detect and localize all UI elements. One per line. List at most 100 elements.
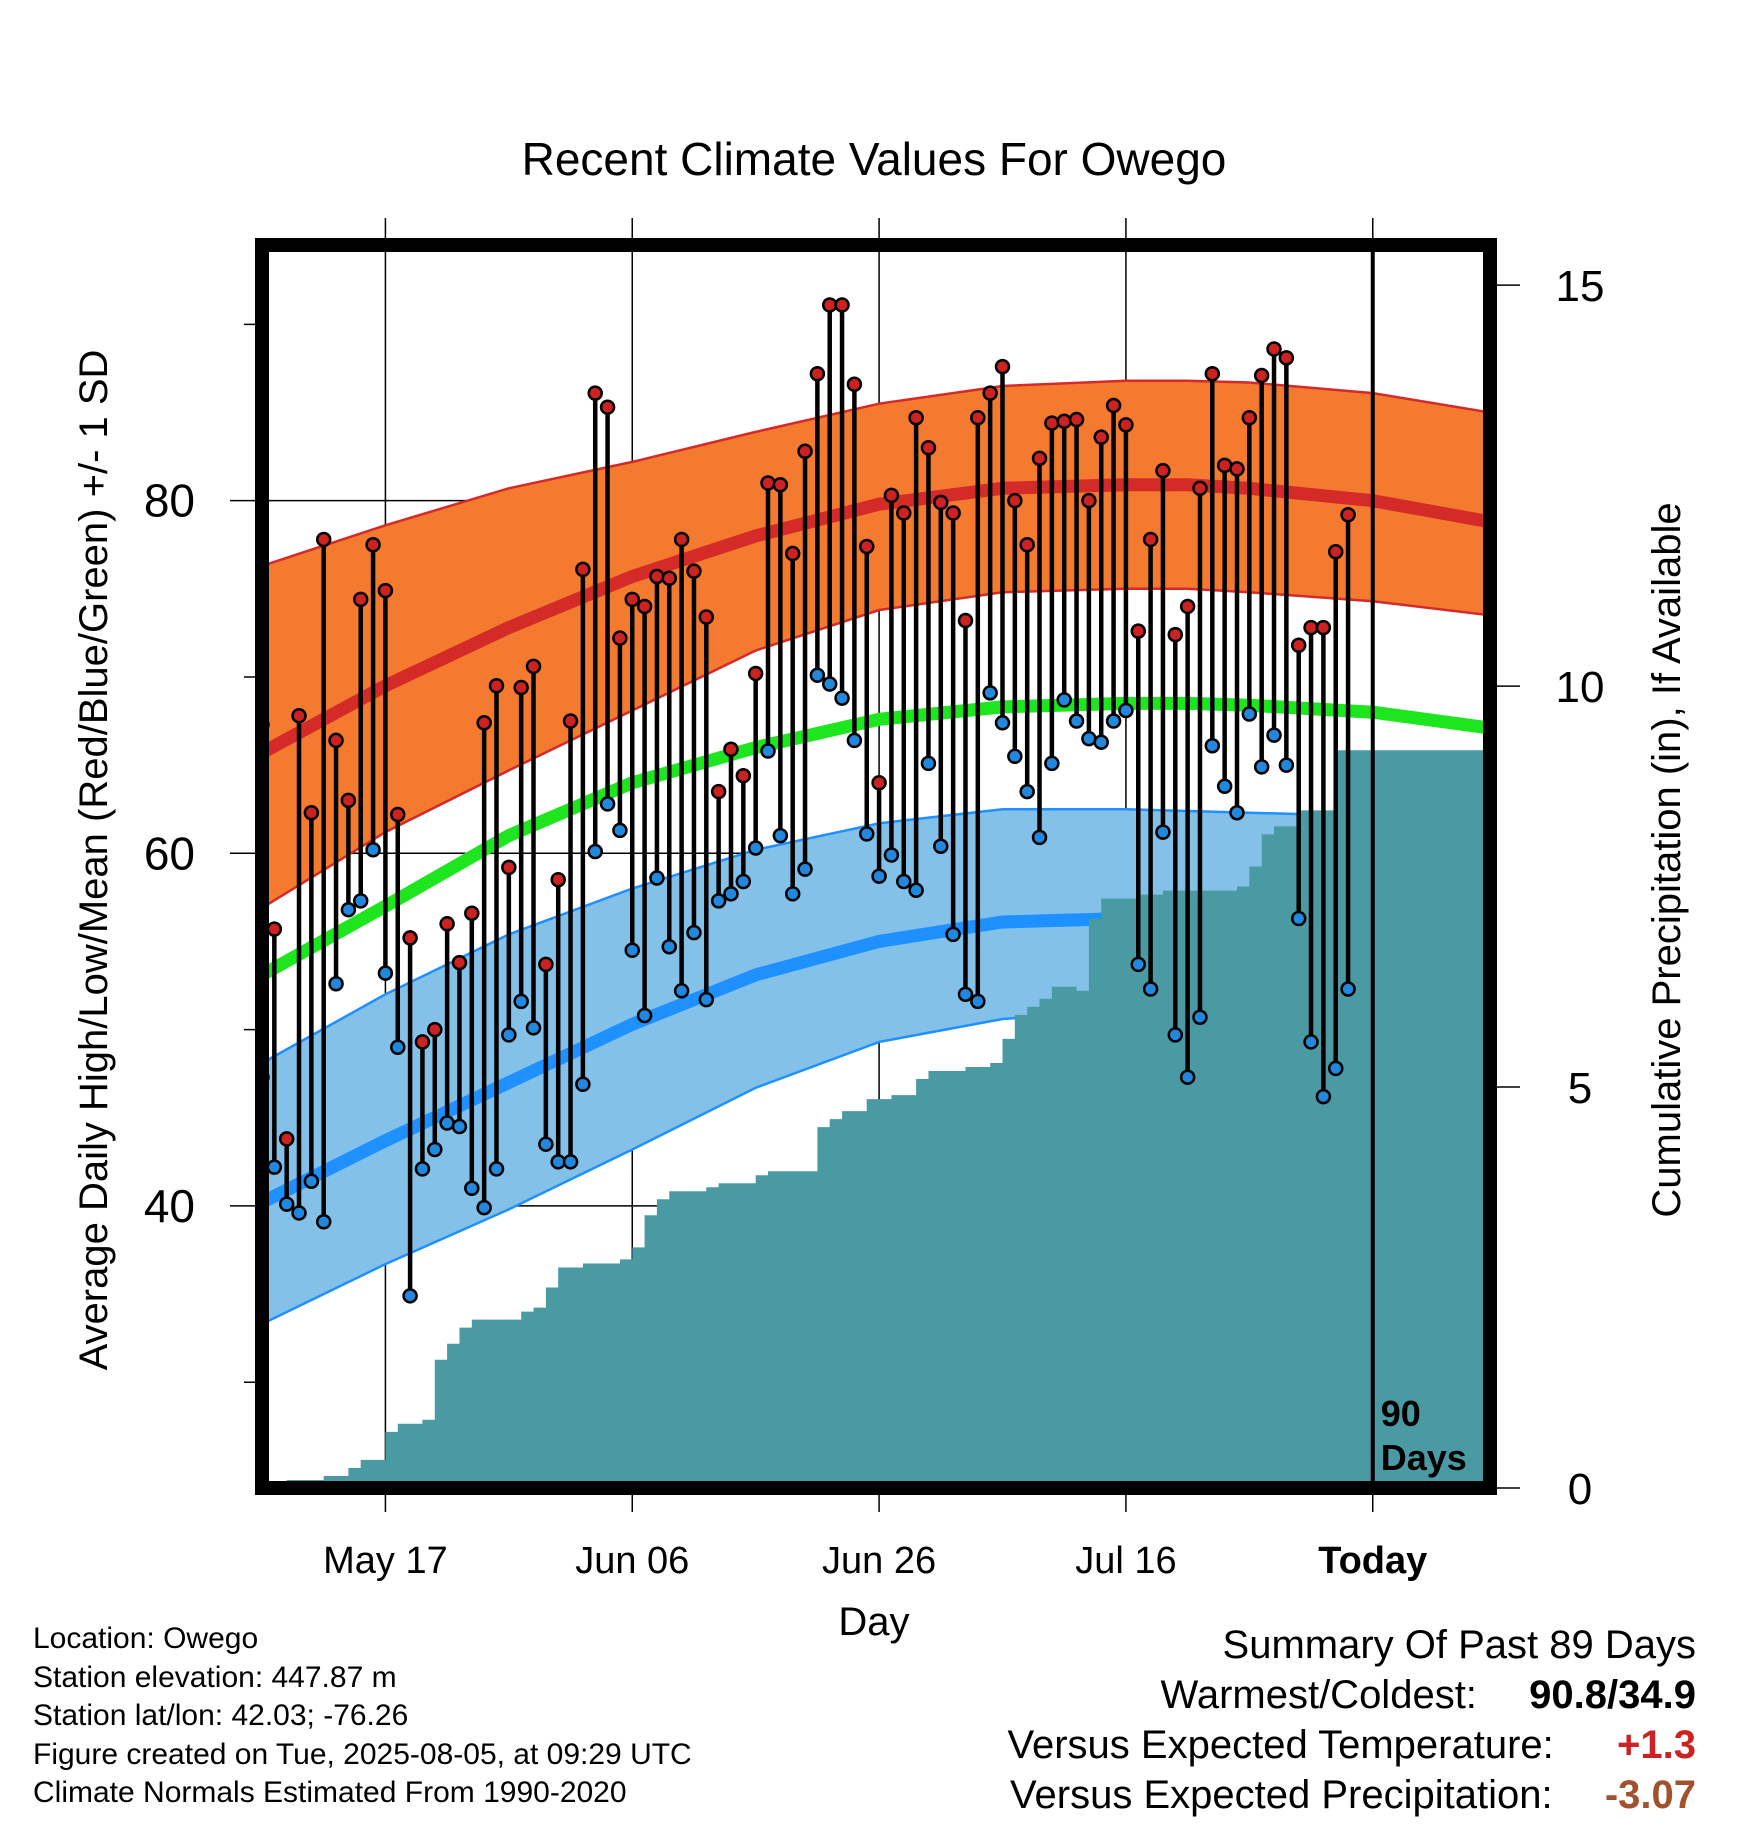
- daily-high-point: [661, 570, 678, 586]
- daily-high-point: [525, 658, 542, 675]
- daily-high-point: [945, 505, 961, 521]
- daily-high-point: [1068, 411, 1085, 428]
- daily-high-point: [1081, 492, 1097, 509]
- daily-low-point: [858, 826, 875, 842]
- daily-high-point: [994, 358, 1011, 375]
- precip-label: Versus Expected Precipitation:: [1010, 1773, 1553, 1817]
- daily-low-point: [1031, 829, 1048, 846]
- daily-high-point: [858, 538, 875, 555]
- daily-low-point: [1044, 755, 1060, 772]
- daily-high-point: [488, 678, 505, 694]
- precip-tick-label: 15: [1556, 262, 1605, 311]
- daily-high-point: [1155, 462, 1171, 479]
- daily-low-point: [821, 676, 838, 692]
- daily-low-point: [538, 1136, 554, 1152]
- daily-high-point: [427, 1021, 443, 1038]
- daily-high-point: [328, 732, 344, 749]
- daily-low-point: [920, 755, 937, 772]
- daily-high-point: [982, 385, 998, 401]
- x-tick-label: May 17: [323, 1540, 448, 1582]
- daily-high-point: [1007, 492, 1023, 509]
- x-axis-label: Day: [838, 1600, 909, 1644]
- today-marker-days-word: Days: [1381, 1437, 1467, 1478]
- daily-high-point: [834, 297, 850, 313]
- daily-low-point: [599, 796, 616, 812]
- daily-high-point: [1241, 410, 1258, 426]
- daily-low-point: [1278, 757, 1295, 773]
- daily-high-point: [1216, 457, 1233, 474]
- station-info: Location: Owego Station elevation: 447.8…: [33, 1620, 692, 1813]
- daily-high-point: [1266, 341, 1282, 357]
- daily-low-point: [266, 1159, 283, 1175]
- daily-low-point: [1007, 748, 1023, 765]
- location-text: Location: Owego: [33, 1622, 259, 1655]
- daily-low-point: [957, 986, 974, 1003]
- daily-high-point: [612, 630, 628, 646]
- daily-low-point: [476, 1199, 492, 1216]
- daily-low-point: [710, 893, 727, 909]
- high-sd-band: [262, 380, 1490, 908]
- daily-high-point: [747, 665, 764, 682]
- daily-low-point: [587, 843, 603, 860]
- daily-high-point: [1118, 417, 1134, 433]
- daily-low-point: [1354, 0, 1367, 7]
- daily-low-point: [303, 1173, 320, 1189]
- daily-low-point: [624, 942, 641, 958]
- daily-low-point: [735, 873, 752, 890]
- daily-high-point: [315, 531, 332, 548]
- daily-low-point: [809, 667, 826, 683]
- daily-high-point: [599, 399, 616, 415]
- daily-low-point: [513, 993, 529, 1010]
- daily-high-point: [1167, 626, 1184, 643]
- daily-low-point: [439, 1115, 455, 1131]
- daily-high-point: [686, 563, 702, 579]
- daily-low-point: [636, 1007, 653, 1024]
- daily-low-point: [315, 1214, 332, 1230]
- daily-high-point: [550, 871, 566, 888]
- daily-low-point: [414, 1161, 431, 1177]
- daily-high-point: [1327, 544, 1344, 560]
- daily-low-point: [390, 1039, 406, 1055]
- daily-low-point: [698, 991, 715, 1008]
- daily-high-point: [821, 297, 838, 313]
- daily-high-point: [562, 713, 579, 729]
- daily-low-point: [427, 1141, 443, 1158]
- daily-low-point: [933, 838, 949, 854]
- daily-high-point: [735, 767, 752, 784]
- daily-high-point: [1056, 413, 1072, 430]
- daily-low-point: [377, 965, 394, 981]
- daily-low-point: [661, 938, 678, 955]
- axes: May 17 Jun 06 Jun 26 Jul 16 Today 40 60 80 0 5 10 1…: [144, 218, 1605, 1582]
- precip-tick-label: 5: [1568, 1064, 1592, 1113]
- daily-high-point: [464, 905, 480, 921]
- daily-high-point: [636, 598, 653, 615]
- daily-high-point: [1192, 480, 1208, 497]
- daily-high-point: [291, 708, 307, 724]
- daily-low-point: [1290, 910, 1307, 927]
- daily-high-point: [1105, 397, 1122, 414]
- daily-low-point: [871, 868, 887, 884]
- daily-high-point: [1142, 531, 1159, 548]
- daily-low-point: [673, 983, 690, 999]
- daily-low-point: [846, 732, 863, 749]
- daily-high-point: [476, 715, 492, 731]
- daily-high-point: [402, 930, 418, 946]
- daily-low-point: [1266, 727, 1282, 743]
- daily-low-point: [1315, 1088, 1332, 1105]
- daily-low-point: [747, 840, 764, 856]
- warmest-value: 90.8/34.9: [1529, 1673, 1696, 1717]
- daily-high-point: [1093, 429, 1109, 445]
- daily-high-point: [575, 561, 591, 578]
- normals-text: Climate Normals Estimated From 1990-2020: [33, 1776, 627, 1809]
- daily-high-point: [340, 792, 357, 809]
- latlon-text: Station lat/lon: 42.03; -76.26: [33, 1699, 409, 1732]
- daily-low-point: [772, 827, 789, 844]
- daily-low-point: [525, 1020, 542, 1036]
- daily-high-point: [1315, 619, 1332, 636]
- y-tick-label: 60: [144, 827, 195, 879]
- daily-high-point: [390, 806, 406, 823]
- daily-high-point: [1204, 365, 1221, 382]
- daily-high-point: [501, 859, 517, 876]
- daily-low-point: [1241, 706, 1258, 722]
- daily-low-point: [908, 882, 924, 899]
